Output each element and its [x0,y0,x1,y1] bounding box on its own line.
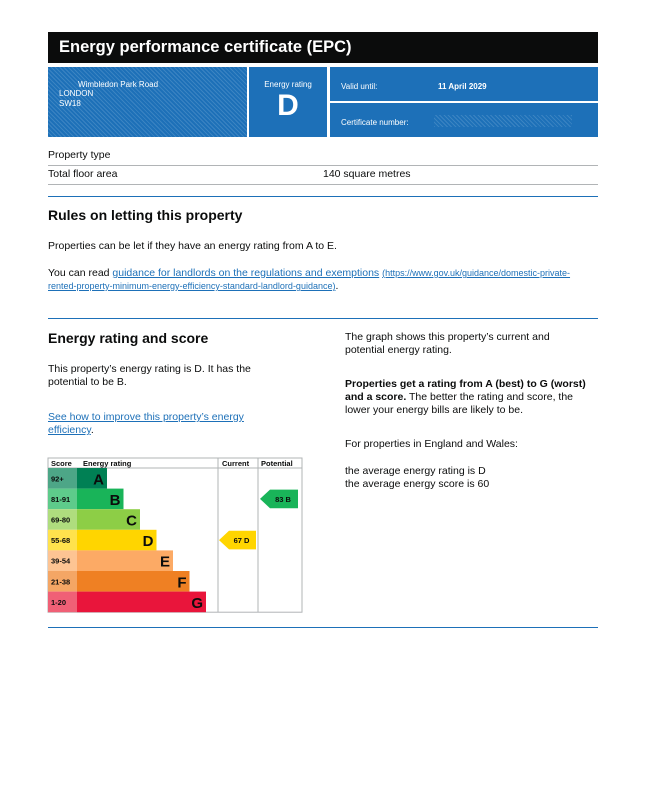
band-letter: F [177,574,186,591]
current-arrow [219,530,256,550]
header-bar: Energy performance certificate (EPC) [48,32,598,63]
score-cell [48,468,77,489]
link[interactable]: guidance for landlords on the regulation… [112,267,380,279]
band-score: 21-38 [51,577,70,586]
band-bar [77,488,124,510]
score: 67 [234,536,242,545]
address-line: LONDON [59,89,94,98]
property-label: Property type [48,149,111,161]
divider [48,184,598,185]
link-url[interactable]: (https://www.gov.uk/guidance/domestic-pr… [48,268,571,291]
column-header: Energy rating [83,459,132,468]
letter: D [244,536,250,545]
column-header: Potential [261,459,293,468]
valid-box: Valid until: 11 April 2029 [330,67,598,101]
potential-arrow [260,489,298,509]
paragraph: This property’s energy rating is D. It h… [48,363,251,388]
band-score: 1-20 [51,598,66,607]
section-rule [48,318,598,319]
address-line: Wimbledon Park Road [78,80,159,89]
band-letter: G [191,595,203,612]
paragraph: For properties in England and Wales: [345,438,518,450]
current-label: 67 D [234,536,250,545]
paragraph: the average energy score is 60 [345,478,490,490]
band-letter: D [143,533,154,550]
rating-graph: Score Energy rating Current Potential 92+ A 81… [47,457,303,613]
text: The better the rating and score, the low… [345,391,574,416]
valid-value: 11 April 2029 [438,82,487,91]
paragraph: Properties can be let if they have an en… [48,240,337,252]
text: . [90,424,94,436]
score-cell [48,571,77,592]
column-header: Score [51,459,72,468]
cert-label: Certificate number: [341,118,409,127]
address-box: Wimbledon Park Road LONDON SW18 [48,67,247,137]
section-rule [48,196,598,197]
title: Energy performance certificate (EPC) [59,38,352,56]
band-bar [77,468,107,489]
column-header: Current [222,459,250,468]
property-label: Total floor area [48,168,118,180]
paragraph: See how to improve this property’s energ… [48,411,268,437]
cert-redacted [434,115,572,127]
text: . [335,280,339,292]
valid-label: Valid until: [341,82,378,91]
property-value: 140 square metres [323,168,411,180]
address-line: SW18 [59,99,81,108]
rating-box: Energy rating D [249,67,327,137]
paragraph: the average energy rating is D [345,465,486,477]
score-cell [48,550,77,571]
band-score: 81-91 [51,495,70,504]
rating-label: Energy rating [264,80,312,89]
band-score: 55-68 [51,536,70,545]
paragraph: The graph shows this property’s current … [345,331,550,356]
band-score: 39-54 [51,557,71,566]
paragraph: Properties get a rating from A (best) to… [345,378,600,417]
band-letter: C [126,513,137,530]
cert-box: Certificate number: [330,103,598,137]
band-letter: E [160,554,170,571]
letter: B [286,495,292,504]
text: You can read [48,267,113,279]
score: 83 [275,495,283,504]
band-score: 92+ [51,474,64,483]
score-cell [48,529,77,551]
text: Properties get a rating from A (best) to… [345,378,586,403]
divider [48,165,598,166]
band-bar [77,571,190,592]
score-cell [48,488,77,510]
band-letter: B [110,492,121,509]
band-bar [77,529,157,551]
band-score: 69-80 [51,516,70,525]
band-bar [77,591,206,613]
potential-label: 83 B [275,495,291,504]
band-letter: A [93,471,104,488]
section-rule [48,627,598,628]
score-cell [48,509,77,530]
band-bar [77,550,173,571]
link[interactable]: See how to improve this property’s energ… [48,411,244,436]
section-title: Rules on letting this property [48,207,243,223]
band-bar [77,509,140,530]
rating-value: D [277,89,299,122]
score-cell [48,591,77,613]
section-title: Energy rating and score [48,330,209,346]
paragraph: You can read guidance for landlords on t… [48,267,588,293]
